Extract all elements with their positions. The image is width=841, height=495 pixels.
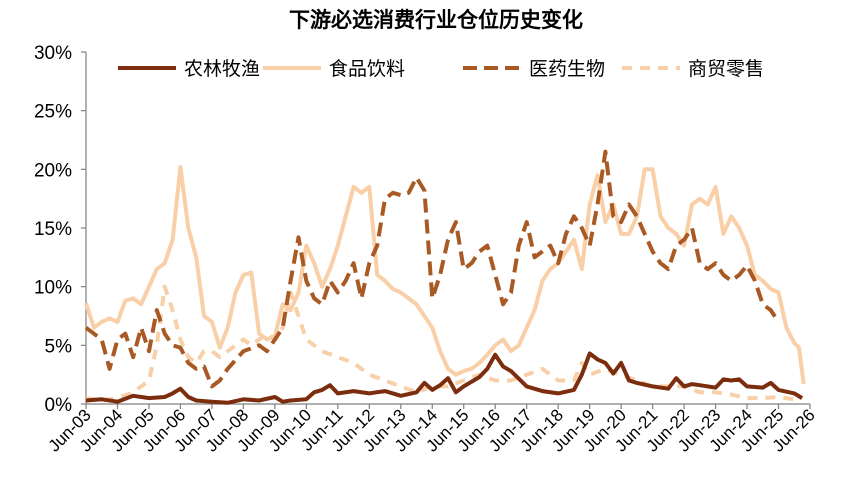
series-line-0 xyxy=(85,351,804,405)
legend-label-0: 农林牧渔 xyxy=(184,58,260,80)
y-tick-label: 25% xyxy=(34,102,72,123)
y-tick-label: 30% xyxy=(34,43,72,64)
x-axis-ticks: Jun-03Jun-04Jun-05Jun-06Jun-07Jun-08Jun-… xyxy=(45,404,819,456)
legend-label-1: 食品饮料 xyxy=(329,58,405,80)
y-tick-label: 15% xyxy=(34,219,72,240)
series-line-2 xyxy=(84,149,781,389)
y-tick-label: 20% xyxy=(34,160,72,181)
legend-label-3: 商贸零售 xyxy=(688,58,764,80)
plot-area xyxy=(84,149,806,405)
legend: 农林牧渔 食品饮料 医药生物 商贸零售 xyxy=(118,58,764,80)
y-axis-ticks: 0% 5% 10% 15% 20% 25% 30% xyxy=(34,43,86,416)
y-tick-label: 10% xyxy=(34,278,72,299)
y-tick-label: 5% xyxy=(45,336,73,357)
legend-label-2: 医药生物 xyxy=(529,58,605,80)
series-line-1 xyxy=(84,165,806,385)
chart-title: 下游必选消费行业仓位历史变化 xyxy=(289,8,583,32)
y-tick-label: 0% xyxy=(45,395,73,416)
